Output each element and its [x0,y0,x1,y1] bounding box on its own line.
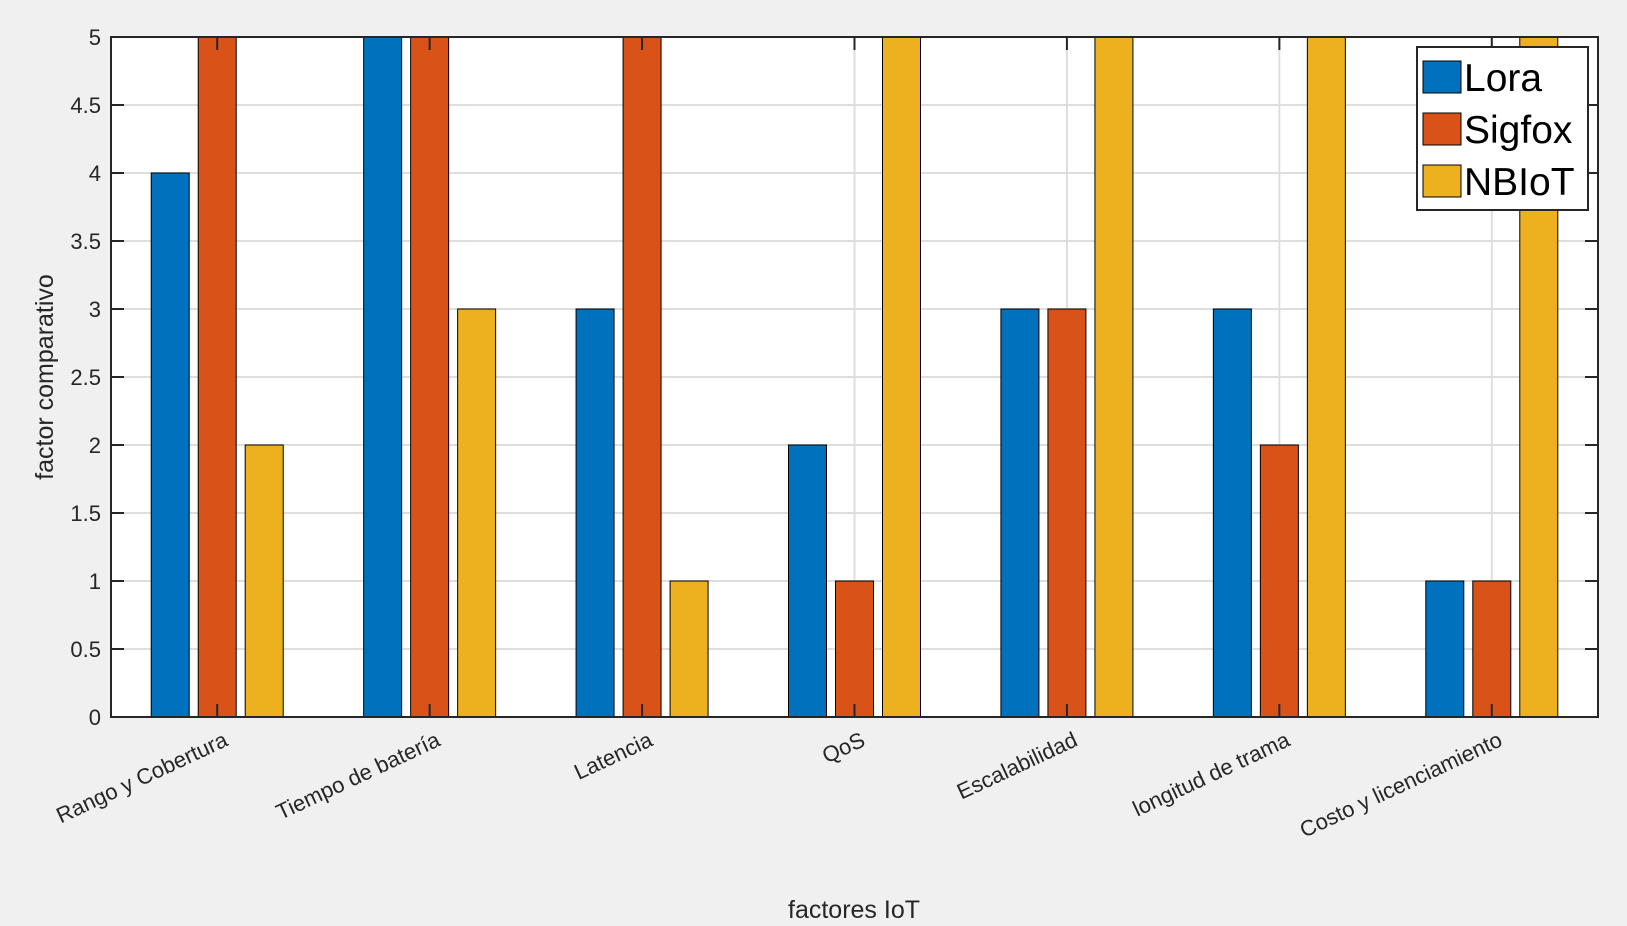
bar-lora [575,308,615,718]
y-tick-label: 4 [89,161,101,186]
y-tick-label: 4.5 [70,93,101,118]
legend[interactable]: Lora Sigfox NBIoT [1416,46,1589,211]
bar-lora [1212,308,1252,718]
bar-lora [150,172,190,718]
x-tick-label: Latencia [570,727,657,785]
bar-nbiot [244,444,284,718]
bar-sigfox [1047,308,1087,718]
y-tick-label: 5 [89,25,101,50]
x-tick-label: Escalabilidad [953,727,1081,804]
y-tick-label: 3 [89,297,101,322]
bar-nbiot [1094,36,1134,718]
legend-label-nbiot: NBIoT [1464,161,1575,204]
x-tick-label: Tiempo de batería [272,727,444,825]
x-tick-label: Costo y licenciamiento [1296,727,1506,843]
legend-label-lora: Lora [1464,57,1542,100]
bar-nbiot [1306,36,1346,718]
y-tick-label: 2.5 [70,365,101,390]
bar-nbiot [882,36,921,718]
bar-nbiot [457,308,497,718]
axis-ticks [111,36,1598,718]
bar-nbiot [669,580,709,718]
y-tick-label: 2 [89,433,101,458]
legend-swatch-nbiot [1422,164,1462,198]
bar-sigfox [622,36,662,718]
bar-sigfox [1259,444,1299,718]
x-axis-title: factores IoT [788,896,920,924]
bar-sigfox [835,580,874,718]
y-tick-labels: 0 0.5 1 1.5 2 2.5 3 3.5 4 4.5 5 [70,25,101,730]
x-tick-label: QoS [818,727,868,768]
legend-label-sigfox: Sigfox [1464,109,1573,152]
bar-sigfox [410,36,450,718]
y-tick-label: 0.5 [70,637,101,662]
y-tick-label: 1 [89,569,101,594]
bar-lora [788,444,827,718]
y-axis-title: factor comparativo [31,274,59,480]
bar-sigfox [197,36,237,718]
x-tick-label: longitud de trama [1129,727,1294,822]
y-tick-label: 3.5 [70,229,101,254]
x-tick-label: Rango y Cobertura [52,727,232,829]
bar-lora [1000,308,1040,718]
bar-sigfox [1472,580,1512,718]
bar-lora [1425,580,1465,718]
legend-swatch-lora [1422,60,1462,94]
y-tick-label: 1.5 [70,501,101,526]
bars-group [150,36,1559,718]
legend-swatch-sigfox [1422,112,1462,146]
bar-lora [363,36,403,718]
x-tick-labels: Rango y Cobertura Tiempo de batería Latenc… [52,727,1506,843]
y-tick-label: 0 [89,705,101,730]
